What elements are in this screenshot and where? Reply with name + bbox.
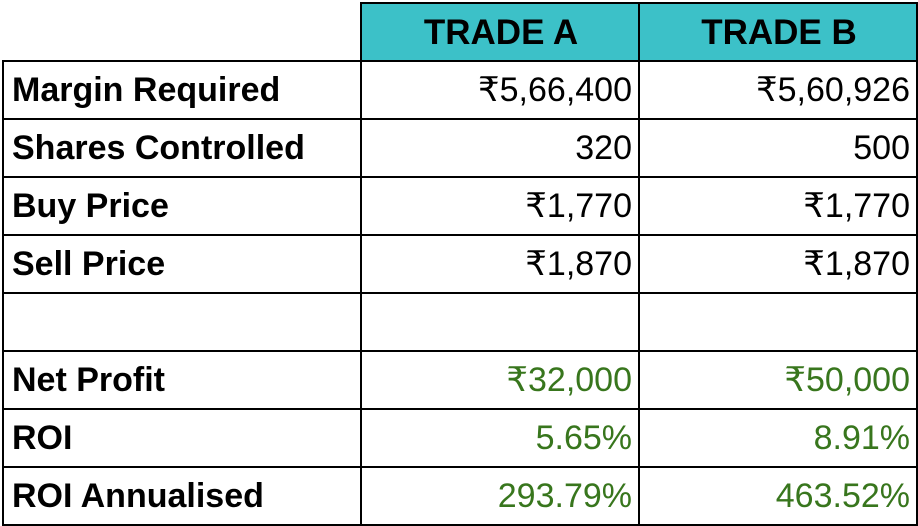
shares-controlled-trade-a[interactable]: 320 [360,118,640,178]
roi-label[interactable]: ROI [2,408,362,468]
trade-b-header[interactable]: TRADE B [638,2,918,62]
table-row-empty [2,292,918,352]
trade-a-header[interactable]: TRADE A [360,2,640,62]
empty-trade-b-cell[interactable] [638,292,918,352]
empty-trade-a-cell[interactable] [360,292,640,352]
roi-trade-b[interactable]: 8.91% [638,408,918,468]
net-profit-trade-a[interactable]: ₹32,000 [360,350,640,410]
roi-annualised-trade-a[interactable]: 293.79% [360,466,640,526]
table-row-buy-price: Buy Price ₹1,770 ₹1,770 [2,176,918,236]
blank-corner-cell[interactable] [3,3,362,62]
margin-required-trade-b[interactable]: ₹5,60,926 [638,60,918,120]
buy-price-trade-a[interactable]: ₹1,770 [360,176,640,236]
table-row-roi-annualised: ROI Annualised 293.79% 463.52% [2,466,918,526]
roi-annualised-trade-b[interactable]: 463.52% [638,466,918,526]
table-row-shares-controlled: Shares Controlled 320 500 [2,118,918,178]
table-row-net-profit: Net Profit ₹32,000 ₹50,000 [2,350,918,410]
sell-price-trade-a[interactable]: ₹1,870 [360,234,640,294]
table-row-sell-price: Sell Price ₹1,870 ₹1,870 [2,234,918,294]
margin-required-label[interactable]: Margin Required [2,60,362,120]
buy-price-label[interactable]: Buy Price [2,176,362,236]
roi-trade-a[interactable]: 5.65% [360,408,640,468]
roi-annualised-label[interactable]: ROI Annualised [2,466,362,526]
table-row-roi: ROI 5.65% 8.91% [2,408,918,468]
sell-price-label[interactable]: Sell Price [2,234,362,294]
sell-price-trade-b[interactable]: ₹1,870 [638,234,918,294]
header-row: TRADE A TRADE B [3,2,918,62]
shares-controlled-label[interactable]: Shares Controlled [2,118,362,178]
shares-controlled-trade-b[interactable]: 500 [638,118,918,178]
table-row-margin-required: Margin Required ₹5,66,400 ₹5,60,926 [2,60,918,120]
empty-label-cell[interactable] [2,292,362,352]
margin-required-trade-a[interactable]: ₹5,66,400 [360,60,640,120]
buy-price-trade-b[interactable]: ₹1,770 [638,176,918,236]
net-profit-trade-b[interactable]: ₹50,000 [638,350,918,410]
net-profit-label[interactable]: Net Profit [2,350,362,410]
